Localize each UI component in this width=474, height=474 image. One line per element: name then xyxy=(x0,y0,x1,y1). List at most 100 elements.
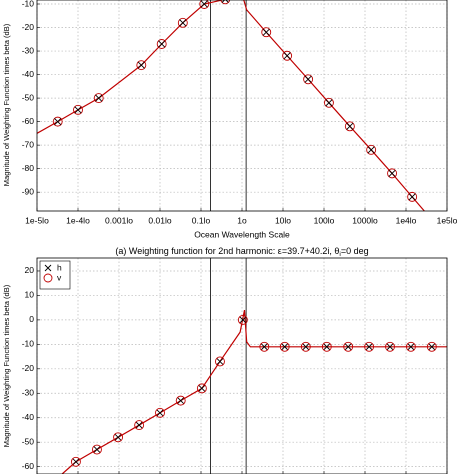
marker-cross xyxy=(428,343,436,351)
x-tick-label: 1000lo xyxy=(352,215,378,225)
data-marker xyxy=(177,397,185,405)
marker-circle xyxy=(52,116,63,127)
marker-cross xyxy=(388,169,396,177)
marker-circle xyxy=(215,356,225,367)
data-marker xyxy=(155,407,165,418)
y-tick-label: -60 xyxy=(22,461,35,471)
x-tick-label: 0.001lo xyxy=(105,215,133,225)
y-tick-label: -20 xyxy=(22,363,35,373)
data-marker xyxy=(344,343,352,351)
data-marker xyxy=(114,433,122,441)
y-tick-label: -50 xyxy=(22,92,35,102)
caption-text: (a) Weighting function for 2nd harmonic:… xyxy=(115,246,339,256)
marker-cross xyxy=(135,421,143,429)
data-marker xyxy=(386,343,394,351)
data-marker xyxy=(199,0,210,9)
marker-cross xyxy=(281,343,289,351)
data-marker xyxy=(428,343,436,351)
data-marker xyxy=(303,74,314,85)
y-tick-label: -40 xyxy=(22,69,35,79)
data-marker xyxy=(364,341,375,352)
data-marker xyxy=(93,446,101,454)
data-line xyxy=(37,0,425,211)
marker-circle xyxy=(279,341,290,352)
marker-cross xyxy=(302,343,310,351)
data-marker xyxy=(343,341,354,352)
caption: (a) Weighting function for 2nd harmonic:… xyxy=(115,246,368,257)
marker-circle xyxy=(93,93,104,104)
x-tick-label: 1e4lo xyxy=(396,215,417,225)
y-tick-label: -70 xyxy=(22,139,35,149)
marker-circle xyxy=(261,27,272,38)
data-line xyxy=(61,309,447,474)
marker-cross xyxy=(72,458,80,466)
legend-box xyxy=(39,260,71,290)
y-tick-label: -40 xyxy=(22,412,35,422)
data-marker xyxy=(407,191,418,202)
marker-cross xyxy=(95,94,103,102)
marker-circle xyxy=(321,341,332,352)
data-marker xyxy=(323,343,331,351)
x-tick-label: 0.01lo xyxy=(148,215,171,225)
marker-cross xyxy=(179,19,187,27)
data-marker xyxy=(239,316,247,324)
marker-circle xyxy=(366,144,377,155)
x-tick-label: 0.1lo xyxy=(192,215,211,225)
marker-circle xyxy=(175,395,186,406)
legend-marker xyxy=(44,264,52,272)
marker-cross xyxy=(323,343,331,351)
marker-cross xyxy=(346,122,354,130)
data-marker xyxy=(156,409,164,417)
data-marker xyxy=(260,343,268,351)
marker-circle xyxy=(300,341,311,352)
data-marker xyxy=(282,50,293,61)
data-marker xyxy=(405,341,416,352)
data-marker xyxy=(134,420,145,431)
data-marker xyxy=(198,384,206,392)
caption-end: =0 deg xyxy=(341,246,369,256)
marker-circle xyxy=(343,341,354,352)
data-marker xyxy=(323,97,334,108)
data-marker xyxy=(175,395,186,406)
y-tick-label: -30 xyxy=(22,388,35,398)
marker-cross xyxy=(262,28,270,36)
data-marker xyxy=(136,60,147,71)
marker-cross xyxy=(74,106,82,114)
marker-cross xyxy=(198,384,206,392)
marker-circle xyxy=(364,341,375,352)
marker-circle xyxy=(156,39,167,49)
data-marker xyxy=(135,421,143,429)
marker-circle xyxy=(113,432,124,443)
marker-circle xyxy=(344,121,355,132)
marker-circle xyxy=(405,341,416,352)
data-marker xyxy=(259,341,270,352)
x-tick-label: 100lo xyxy=(314,215,335,225)
data-marker xyxy=(70,456,81,467)
y-tick-label: -10 xyxy=(22,0,35,8)
x-tick-label: 1o xyxy=(237,215,247,225)
marker-cross xyxy=(408,193,416,201)
data-marker xyxy=(177,17,188,28)
data-marker xyxy=(52,116,63,127)
data-marker xyxy=(73,104,83,115)
y-tick-label: -60 xyxy=(22,116,35,126)
x-axis-label: Ocean Wavelength Scale xyxy=(194,229,290,239)
marker-circle xyxy=(134,420,145,431)
marker-circle xyxy=(282,50,293,61)
marker-cross xyxy=(407,343,415,351)
marker-cross xyxy=(137,61,145,69)
plot-content xyxy=(37,0,425,211)
data-marker xyxy=(93,93,104,104)
marker-cross xyxy=(158,40,166,48)
data-marker xyxy=(279,341,290,352)
plot-frame xyxy=(36,257,448,474)
data-marker xyxy=(215,356,225,367)
data-marker xyxy=(216,357,224,365)
marker-circle xyxy=(259,341,270,352)
marker-circle xyxy=(92,444,102,455)
data-marker xyxy=(92,444,102,455)
marker-circle xyxy=(196,383,207,394)
marker-circle xyxy=(199,0,210,9)
marker-cross xyxy=(304,75,312,83)
